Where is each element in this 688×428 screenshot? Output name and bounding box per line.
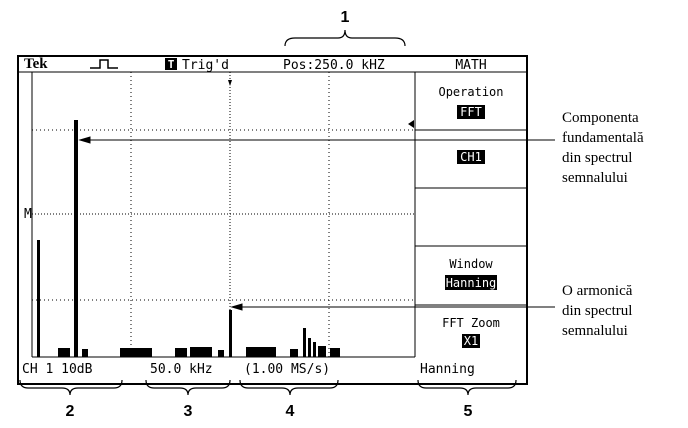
spectrum bbox=[37, 80, 414, 357]
brand: Tek bbox=[24, 56, 48, 72]
callout-number: 5 bbox=[464, 403, 473, 420]
graticule bbox=[32, 72, 415, 357]
trigger-badge: T bbox=[168, 58, 175, 71]
menu-label: FFT Zoom bbox=[442, 316, 500, 330]
annotation-line: din spectrul bbox=[562, 150, 632, 166]
status-frequency: 50.0 kHz bbox=[150, 362, 213, 377]
menu-title: MATH bbox=[455, 58, 486, 73]
screen bbox=[18, 56, 527, 384]
menu-label: Operation bbox=[438, 85, 503, 99]
status-sample-rate: (1.00 MS/s) bbox=[244, 362, 330, 377]
status-window: Hanning bbox=[420, 362, 475, 377]
callout-number: 1 bbox=[341, 9, 350, 26]
callout-number: 4 bbox=[286, 403, 295, 420]
trigger-symbol bbox=[90, 60, 118, 68]
callout-number: 3 bbox=[184, 403, 193, 420]
annotation-line: fundamentală bbox=[562, 130, 644, 146]
menu-value: CH1 bbox=[460, 150, 482, 164]
annotation-line: O armonică bbox=[562, 283, 633, 299]
menu-value: X1 bbox=[464, 334, 478, 348]
menu-value: Hanning bbox=[446, 276, 497, 290]
annotation-line: Componenta bbox=[562, 110, 639, 126]
annotation-line: semnalului bbox=[562, 170, 628, 186]
status-scale: CH 1 10dB bbox=[22, 362, 93, 377]
annotation-line: semnalului bbox=[562, 323, 628, 339]
reference-marker: M bbox=[24, 207, 32, 222]
trigger-status: Trig'd bbox=[182, 58, 229, 73]
position: Pos:250.0 kHZ bbox=[283, 58, 385, 73]
menu-label: Window bbox=[449, 257, 493, 271]
menu-value: FFT bbox=[460, 105, 482, 119]
callout-number: 2 bbox=[66, 403, 75, 420]
figure: Tek T Trig'd Pos:250.0 kHZ MATH Operatio… bbox=[0, 0, 688, 428]
annotation-line: din spectrul bbox=[562, 303, 632, 319]
